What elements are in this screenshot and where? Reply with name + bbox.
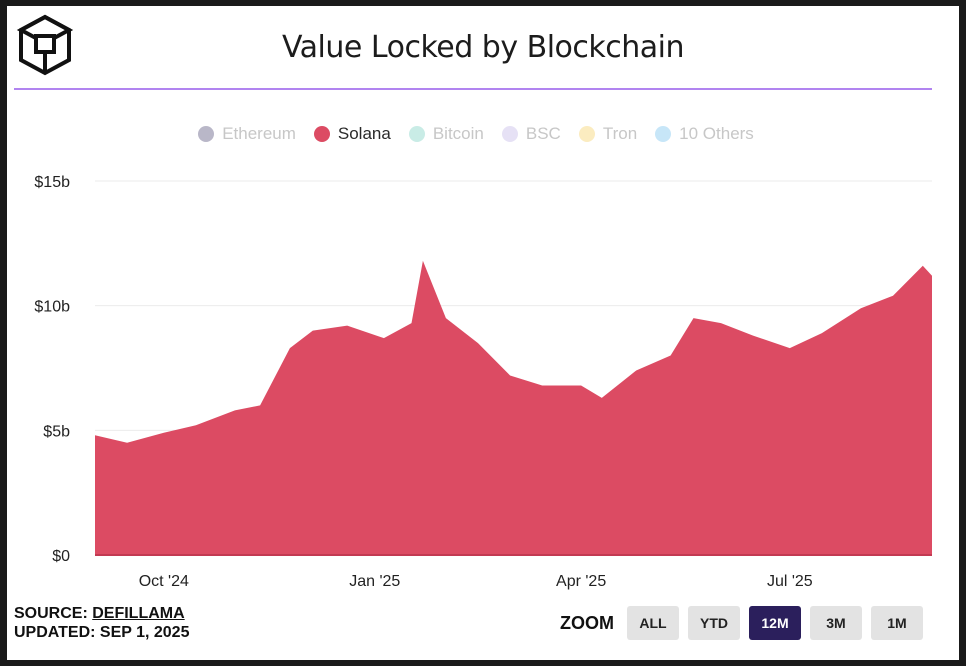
- y-tick-label: $5b: [43, 423, 70, 440]
- legend-item-bsc[interactable]: BSC: [501, 124, 561, 144]
- chart-area: $0 $5b $10b $15b Oct '24 Jan '25 Apr '25 Jul '2…: [34, 174, 932, 590]
- legend-item-ethereum[interactable]: Ethereum: [198, 124, 296, 144]
- legend-label: Ethereum: [222, 124, 296, 143]
- x-tick-label: Apr '25: [556, 573, 606, 590]
- zoom-button-ytd[interactable]: YTD: [688, 606, 740, 640]
- zoom-button-all[interactable]: ALL: [627, 606, 679, 640]
- zoom-button-12m[interactable]: 12M: [749, 606, 801, 640]
- x-tick-label: Jul '25: [767, 573, 813, 590]
- legend-item-solana[interactable]: Solana: [313, 124, 391, 144]
- x-tick-label: Oct '24: [139, 573, 189, 590]
- legend: Ethereum Solana Bitcoin BSC Tron 10 Others: [0, 124, 952, 144]
- legend-dot-icon: [655, 126, 672, 142]
- y-tick-label: $0: [52, 548, 70, 565]
- legend-label: Tron: [602, 124, 638, 143]
- legend-dot-icon: [313, 126, 330, 142]
- legend-item-10-others[interactable]: 10 Others: [655, 124, 754, 144]
- legend-dot-icon: [198, 126, 215, 142]
- legend-label: Bitcoin: [432, 124, 484, 143]
- legend-dot-icon: [501, 126, 518, 142]
- logo-icon: [16, 14, 74, 76]
- zoom-controls: ZOOM ALL YTD 12M 3M 1M: [560, 606, 923, 640]
- x-tick-label: Jan '25: [349, 573, 400, 590]
- legend-item-tron[interactable]: Tron: [578, 124, 638, 144]
- series-area-solana: [95, 260, 932, 555]
- updated-text: UPDATED: SEP 1, 2025: [14, 624, 190, 641]
- legend-label: Solana: [337, 124, 391, 143]
- zoom-button-3m[interactable]: 3M: [810, 606, 862, 640]
- zoom-label: ZOOM: [560, 612, 614, 633]
- y-tick-label: $15b: [34, 174, 70, 191]
- title-divider: [14, 88, 932, 90]
- chart-title: Value Locked by Blockchain: [281, 30, 685, 65]
- legend-label: 10 Others: [679, 124, 754, 143]
- y-tick-label: $10b: [34, 299, 70, 316]
- legend-dot-icon: [578, 126, 595, 142]
- legend-dot-icon: [408, 126, 425, 142]
- source-block: SOURCE: DEFILLAMA UPDATED: SEP 1, 2025: [14, 604, 189, 642]
- source-prefix: SOURCE:: [14, 605, 93, 622]
- source-link[interactable]: DEFILLAMA: [92, 605, 185, 622]
- legend-item-bitcoin[interactable]: Bitcoin: [408, 124, 484, 144]
- legend-label: BSC: [525, 124, 561, 143]
- zoom-button-1m[interactable]: 1M: [871, 606, 923, 640]
